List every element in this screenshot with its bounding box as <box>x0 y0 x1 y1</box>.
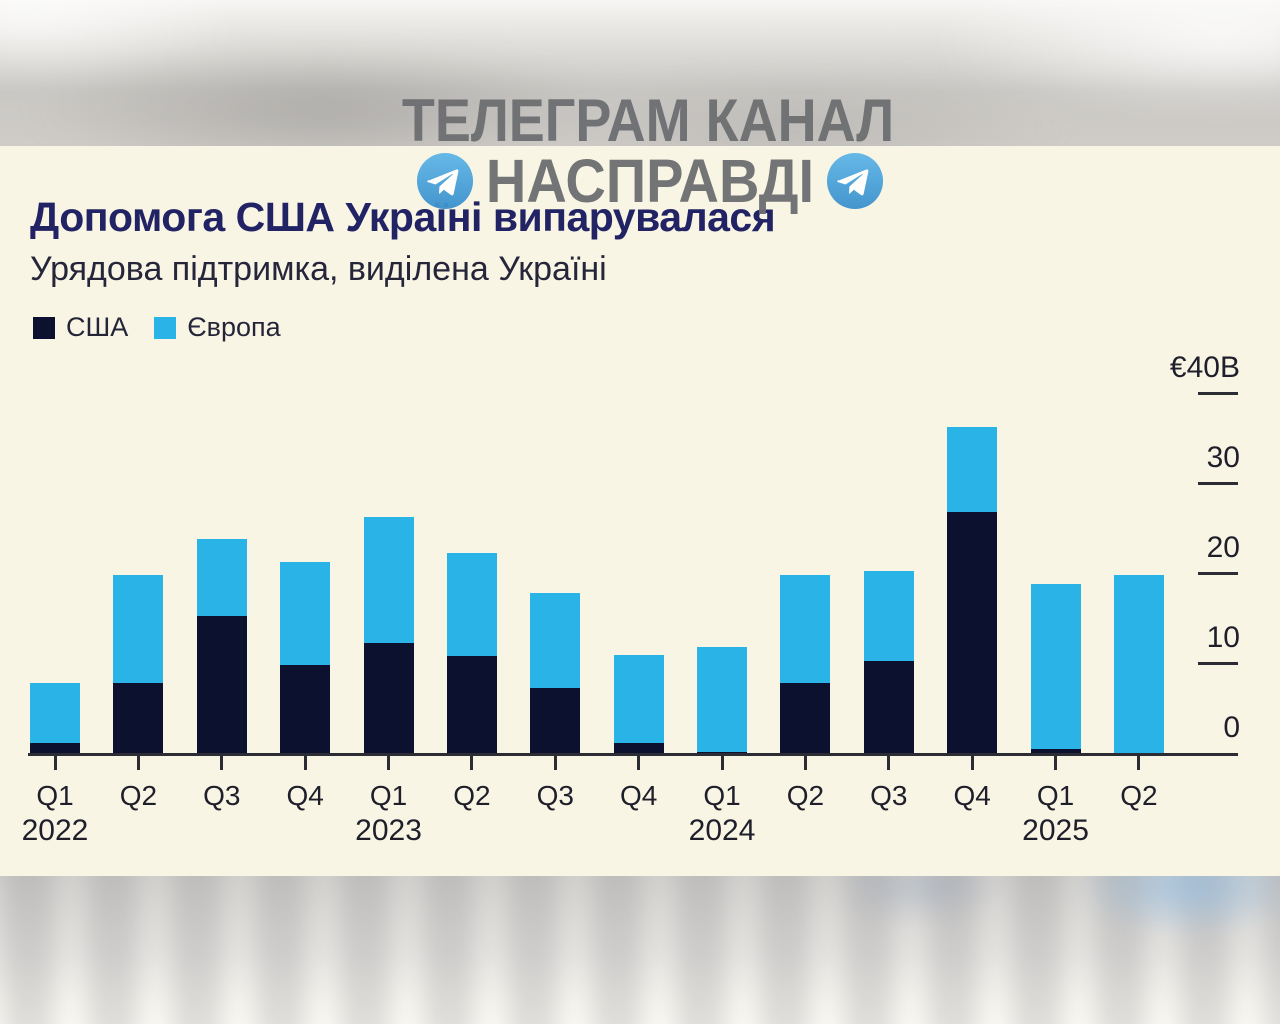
x-tick-Q2-2022 <box>136 755 140 770</box>
bar-segment-us-Q1-2023 <box>363 642 414 755</box>
x-label-Q4-2023: Q4 <box>619 780 658 811</box>
bar-segment-us-Q2-2022 <box>113 683 164 755</box>
x-label-Q2-2022: Q2 <box>119 780 158 811</box>
bar-segment-europe-Q4-2022 <box>280 561 331 665</box>
legend-item-Європа: Європа <box>154 312 281 343</box>
bar-segment-europe-Q1-2023 <box>363 516 414 643</box>
x-tick-Q1-2025 <box>1054 755 1058 770</box>
x-axis-line <box>28 753 1238 756</box>
chart-title: Допомога США Україні випарувалася <box>30 194 776 240</box>
blurred-top-band <box>0 0 1280 146</box>
bar-Q2-2025 <box>1113 575 1164 755</box>
y-tick-label-20: 20 <box>1206 531 1240 564</box>
bar-Q2-2022 <box>113 575 164 755</box>
blurred-bottom-band <box>0 876 1280 1024</box>
x-year-label-2022: 2022 <box>21 814 89 847</box>
x-year-label-2023: 2023 <box>355 814 422 847</box>
x-tick-Q2-2023 <box>470 755 474 770</box>
chart-subtitle: Урядова підтримка, виділена Україні <box>30 250 607 288</box>
y-tick-label-40: €40B <box>1169 351 1240 384</box>
x-label-Q1-2022: Q1 <box>36 780 74 811</box>
legend-label-Європа: Європа <box>187 312 281 342</box>
x-label-Q1-2023: Q1 <box>369 780 408 811</box>
x-tick-Q3-2022 <box>220 755 224 770</box>
y-tick-dash-10 <box>1198 662 1238 665</box>
x-tick-Q4-2022 <box>303 755 307 770</box>
bar-Q3-2022 <box>196 539 247 755</box>
y-tick-dash-20 <box>1198 572 1238 575</box>
bar-segment-europe-Q1-2024 <box>697 647 748 753</box>
y-tick-label-10: 10 <box>1206 621 1240 654</box>
bar-Q2-2024 <box>780 575 831 755</box>
legend-label-США: США <box>66 312 129 342</box>
legend: США Європа <box>33 312 281 343</box>
x-year-label-2024: 2024 <box>688 814 756 847</box>
x-label-Q1-2025: Q1 <box>1036 780 1075 811</box>
bar-segment-us-Q2-2024 <box>780 683 831 755</box>
bar-segment-europe-Q2-2022 <box>113 575 164 683</box>
bar-Q4-2024 <box>947 426 998 755</box>
x-label-Q3-2023: Q3 <box>536 780 574 811</box>
x-label-Q2-2024: Q2 <box>786 780 825 811</box>
bar-segment-us-Q1-2025 <box>1030 748 1081 755</box>
bottom-band-blur <box>0 876 1280 1024</box>
x-label-Q1-2024: Q1 <box>703 780 741 811</box>
legend-item-США: США <box>33 312 128 343</box>
bar-segment-europe-Q4-2023 <box>613 655 664 744</box>
bar-segment-us-Q4-2022 <box>280 665 331 755</box>
x-tick-Q2-2025 <box>1137 755 1141 770</box>
top-band-blur <box>0 0 1280 146</box>
bar-Q1-2023 <box>363 516 414 755</box>
bar-Q2-2023 <box>446 552 497 755</box>
x-tick-Q3-2024 <box>887 755 891 770</box>
plot-area <box>0 395 1280 755</box>
x-label-Q2-2023: Q2 <box>453 780 491 811</box>
x-label-Q4-2024: Q4 <box>953 780 991 811</box>
bar-Q4-2022 <box>280 561 331 755</box>
bar-segment-us-Q1-2022 <box>30 743 80 755</box>
bar-Q3-2024 <box>863 570 914 755</box>
bar-segment-us-Q3-2022 <box>196 615 247 755</box>
x-tick-Q2-2024 <box>803 755 807 770</box>
bar-segment-us-Q2-2023 <box>446 656 497 755</box>
x-tick-Q4-2024 <box>970 755 974 770</box>
bar-segment-us-Q3-2023 <box>530 687 581 755</box>
bar-segment-us-Q4-2023 <box>613 743 664 755</box>
y-tick-dash-30 <box>1198 482 1238 485</box>
bar-Q1-2025 <box>1030 584 1081 755</box>
y-tick-label-30: 30 <box>1206 441 1240 474</box>
x-tick-Q1-2023 <box>387 755 391 770</box>
x-tick-Q1-2022 <box>53 755 57 770</box>
bar-Q3-2023 <box>530 593 581 755</box>
bar-segment-europe-Q3-2022 <box>196 539 247 616</box>
bar-Q4-2023 <box>613 655 664 755</box>
x-label-Q3-2024: Q3 <box>870 780 908 811</box>
bar-segment-europe-Q1-2022 <box>30 683 80 744</box>
x-tick-Q4-2023 <box>637 755 641 770</box>
bar-segment-europe-Q2-2025 <box>1113 575 1164 755</box>
legend-swatch-Європа <box>154 316 177 339</box>
x-tick-Q3-2023 <box>553 755 557 770</box>
bar-segment-europe-Q3-2023 <box>530 593 581 688</box>
bar-segment-us-Q4-2024 <box>947 512 998 755</box>
bar-segment-europe-Q4-2024 <box>947 426 998 512</box>
x-label-Q3-2022: Q3 <box>203 780 241 811</box>
y-tick-dash-40 <box>1198 392 1238 395</box>
chart-card: Допомога США Україні випарувалася Урядов… <box>0 146 1280 876</box>
legend-swatch-США <box>33 316 55 339</box>
y-tick-label-0: 0 <box>1223 711 1240 744</box>
x-label-Q2-2025: Q2 <box>1120 780 1158 811</box>
bar-segment-europe-Q2-2023 <box>446 552 497 656</box>
x-label-Q4-2022: Q4 <box>286 780 324 811</box>
bar-segment-europe-Q2-2024 <box>780 575 831 683</box>
x-tick-Q1-2024 <box>720 755 724 770</box>
bar-Q1-2022 <box>30 683 80 755</box>
bar-segment-europe-Q1-2025 <box>1030 584 1081 749</box>
bar-segment-europe-Q3-2024 <box>863 570 914 661</box>
bar-segment-us-Q3-2024 <box>863 660 914 755</box>
bar-Q1-2024 <box>697 647 748 755</box>
x-year-label-2025: 2025 <box>1022 814 1089 847</box>
